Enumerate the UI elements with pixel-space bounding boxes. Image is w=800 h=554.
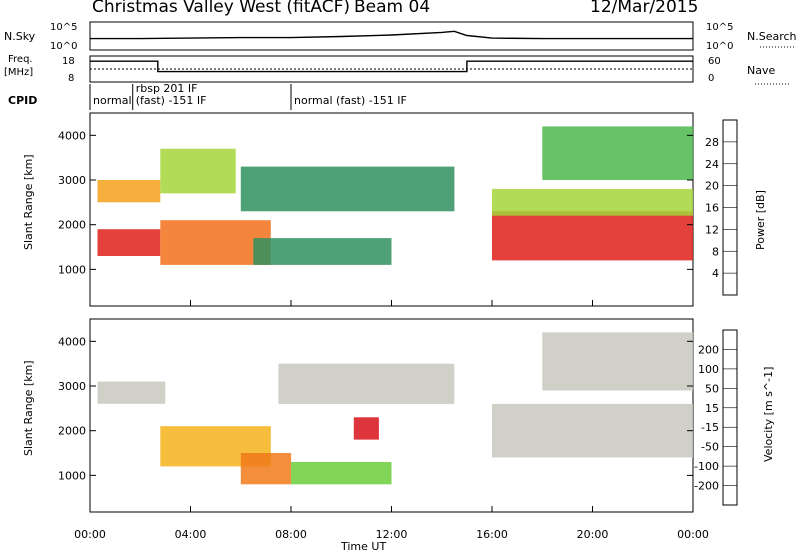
nsearch-tick-low: 10^0 xyxy=(706,41,733,52)
velocity-colorbar-tick-label: 100 xyxy=(698,363,719,376)
ytick-label: 3000 xyxy=(58,174,86,187)
station-title: Christmas Valley West (fitACF) xyxy=(92,0,351,17)
cpid-segment-label: normal (fast) -151 IF xyxy=(294,94,407,107)
ytick-label: 1000 xyxy=(58,263,86,276)
nave-label: Nave xyxy=(747,64,775,77)
heatmap-band xyxy=(253,238,392,265)
power-colorbar-tick-label: 8 xyxy=(712,245,719,258)
time-tick-label: 16:00 xyxy=(476,528,508,541)
time-axis: 00:00 04:00 08:00 12:00 16:00 20:00 00:00 xyxy=(74,300,709,541)
beam-label: Beam 04 xyxy=(354,0,431,17)
heatmap-band xyxy=(278,363,455,404)
heatmap-band xyxy=(492,403,693,458)
nsky-series xyxy=(90,30,693,40)
heatmap-band xyxy=(240,166,455,212)
time-tick-label: 00:00 xyxy=(677,528,709,541)
velocity-colorbar-tick-label: 50 xyxy=(705,382,719,395)
velocity-colorbar-tick-label: -15 xyxy=(701,421,719,434)
ytick-label: 4000 xyxy=(58,335,86,348)
heatmap-band xyxy=(291,462,392,485)
nsky-tick-low: 10^0 xyxy=(50,41,77,52)
heatmap-band xyxy=(160,220,271,265)
time-tick-label: 00:00 xyxy=(74,528,106,541)
ytick-label: 2000 xyxy=(58,425,86,438)
nsearch-tick-high: 10^5 xyxy=(706,22,733,33)
ytick-label: 4000 xyxy=(58,129,86,142)
nsky-tick-high: 10^5 xyxy=(50,22,77,33)
velocity-heatmap xyxy=(97,332,694,485)
heatmap-band xyxy=(542,332,694,391)
ytick-label: 3000 xyxy=(58,380,86,393)
nsky-panel-frame xyxy=(89,21,694,51)
velocity-colorbar-frame xyxy=(722,329,738,506)
ytick-label: 2000 xyxy=(58,219,86,232)
power-colorbar-tick-label: 28 xyxy=(705,136,719,149)
heatmap-band xyxy=(492,188,693,216)
power-colorbar-label: Power [dB] xyxy=(754,190,767,250)
power-yaxis: 1000 2000 3000 4000 xyxy=(58,129,693,276)
date-label: 12/Mar/2015 xyxy=(590,0,699,17)
cpid-segment-label: rbsp 201 IF xyxy=(136,82,198,95)
heatmap-band xyxy=(353,417,379,440)
power-colorbar-tick-label: 16 xyxy=(705,202,719,215)
velocity-colorbar-tick-label: -200 xyxy=(694,480,719,493)
heatmap-band xyxy=(97,381,166,404)
freq-tick-low: 8 xyxy=(68,73,74,84)
velocity-colorbar-tick-label: 15 xyxy=(705,402,719,415)
velocity-colorbar-label: Velocity [m s^-1] xyxy=(762,367,775,462)
nsearch-label: N.Search xyxy=(747,30,797,43)
velocity-colorbar-tick-label: -100 xyxy=(694,460,719,473)
freq-label: Freq. xyxy=(8,54,33,65)
time-axis-title: Time UT xyxy=(340,540,386,553)
heatmap-band xyxy=(160,148,236,194)
velocity-colorbar: -200 -100 -50 -15 15 50 100 200 xyxy=(694,329,738,506)
nsky-label: N.Sky xyxy=(4,30,36,43)
time-tick-label: 04:00 xyxy=(175,528,207,541)
nave-tick-low: 0 xyxy=(708,73,714,84)
heatmap-band xyxy=(97,180,161,203)
power-colorbar-tick-label: 20 xyxy=(705,180,719,193)
time-tick-label: 08:00 xyxy=(275,528,307,541)
heatmap-band xyxy=(97,229,161,256)
freq-tick-high: 18 xyxy=(62,56,75,67)
nsky-line xyxy=(90,30,693,40)
ytick-label: 1000 xyxy=(58,469,86,482)
velocity-yaxis: 1000 2000 3000 4000 xyxy=(58,335,693,482)
velocity-ylabel: Slant Range [km] xyxy=(22,360,35,456)
heatmap-band xyxy=(492,211,693,261)
power-heatmap xyxy=(97,126,694,265)
freq-line xyxy=(90,60,693,73)
cpid-segment-label: normal xyxy=(93,94,132,107)
power-colorbar-tick-label: 24 xyxy=(705,158,719,171)
velocity-colorbar-tick-label: 200 xyxy=(698,343,719,356)
freq-series xyxy=(90,60,693,73)
power-colorbar-tick-label: 12 xyxy=(705,223,719,236)
time-tick-label: 20:00 xyxy=(577,528,609,541)
power-colorbar: 4 8 12 16 20 24 28 xyxy=(705,119,738,296)
heatmap-band xyxy=(542,126,694,180)
nave-tick-high: 60 xyxy=(708,56,721,67)
velocity-colorbar-tick-label: -50 xyxy=(701,441,719,454)
cpid-label: CPID xyxy=(8,94,37,107)
heatmap-band xyxy=(240,453,292,485)
freq-unit: [MHz] xyxy=(4,67,33,78)
power-colorbar-tick-label: 4 xyxy=(712,267,719,280)
time-tick-label: 12:00 xyxy=(376,528,408,541)
cpid-segment-label-2: (fast) -151 IF xyxy=(136,94,207,107)
power-ylabel: Slant Range [km] xyxy=(22,154,35,250)
cpid-segments: normal rbsp 201 IF(fast) -151 IF normal (f… xyxy=(89,82,407,110)
